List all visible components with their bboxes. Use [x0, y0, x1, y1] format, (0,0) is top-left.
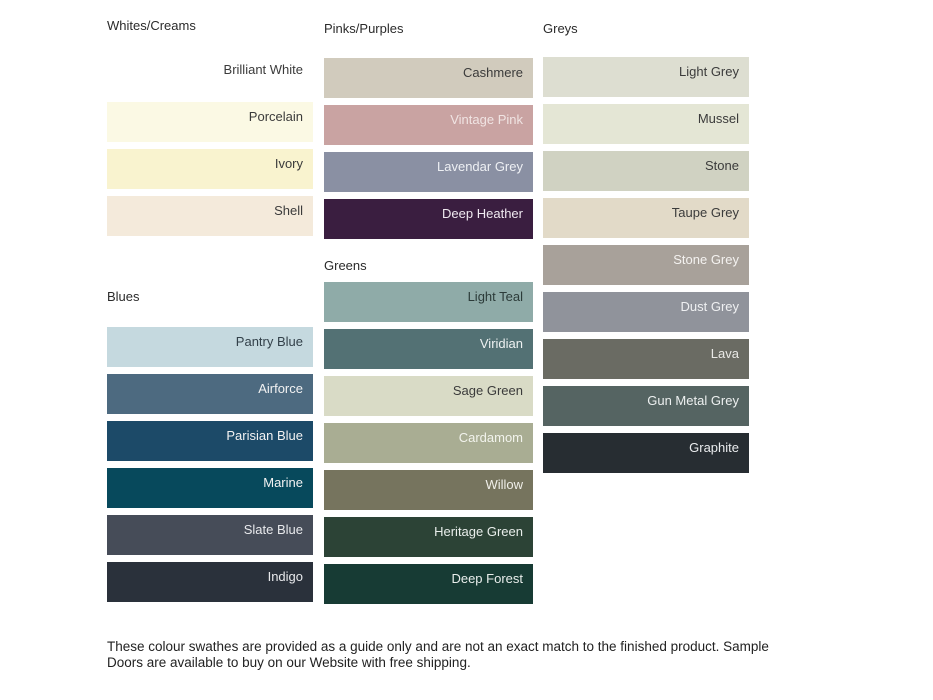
swatch-indigo: Indigo — [107, 562, 313, 602]
swatch-label: Parisian Blue — [226, 428, 303, 443]
swatch-lavendar-grey: Lavendar Grey — [324, 152, 533, 192]
swatch-light-teal: Light Teal — [324, 282, 533, 322]
swatch-label: Shell — [274, 203, 303, 218]
swatch-label: Stone — [705, 158, 739, 173]
swatch-label: Heritage Green — [434, 524, 523, 539]
swatch-label: Mussel — [697, 111, 739, 126]
swatch-label: Porcelain — [248, 109, 303, 124]
swatch-label: Stone Grey — [673, 252, 739, 267]
swatch-label: Willow — [485, 477, 523, 492]
swatch-label: Gun Metal Grey — [647, 393, 739, 408]
swatch-label: Lava — [710, 346, 739, 361]
swatch-cashmere: Cashmere — [324, 58, 533, 98]
swatch-shell: Shell — [107, 196, 313, 236]
swatch-label: Graphite — [689, 440, 739, 455]
swatch-gun-metal-grey: Gun Metal Grey — [543, 386, 749, 426]
swatch-graphite: Graphite — [543, 433, 749, 473]
column-whites-blues: Whites/Creams Brilliant White Porcelain Ivo… — [107, 0, 313, 700]
swatch-label: Marine — [263, 475, 303, 490]
swatch-label: Deep Heather — [442, 206, 523, 221]
swatch-taupe-grey: Taupe Grey — [543, 198, 749, 238]
swatch-dust-grey: Dust Grey — [543, 292, 749, 332]
swatch-light-grey: Light Grey — [543, 57, 749, 97]
group-title-whites-creams: Whites/Creams — [107, 18, 196, 33]
swatch-vintage-pink: Vintage Pink — [324, 105, 533, 145]
group-title-greens: Greens — [324, 258, 367, 273]
swatch-pantry-blue: Pantry Blue — [107, 327, 313, 367]
swatch-label: Airforce — [258, 381, 303, 396]
swatch-deep-heather: Deep Heather — [324, 199, 533, 239]
swatch-airforce: Airforce — [107, 374, 313, 414]
swatch-slate-blue: Slate Blue — [107, 515, 313, 555]
swatch-sage-green: Sage Green — [324, 376, 533, 416]
group-title-pinks-purples: Pinks/Purples — [324, 21, 404, 36]
swatch-label: Cardamom — [458, 430, 523, 445]
swatch-label: Taupe Grey — [671, 205, 739, 220]
swatch-ivory: Ivory — [107, 149, 313, 189]
swatch-label: Slate Blue — [243, 522, 303, 537]
swatch-label: Light Grey — [679, 64, 739, 79]
footer-note: These colour swathes are provided as a g… — [107, 639, 807, 670]
swatch-label: Cashmere — [463, 65, 523, 80]
swatch-label: Vintage Pink — [450, 112, 523, 127]
footer-line-2: Doors are available to buy on our Websit… — [107, 654, 471, 670]
footer-line-1: These colour swathes are provided as a g… — [107, 639, 769, 654]
group-title-blues: Blues — [107, 289, 140, 304]
swatch-label: Deep Forest — [451, 571, 523, 586]
swatch-label: Viridian — [479, 336, 523, 351]
swatch-lava: Lava — [543, 339, 749, 379]
swatch-label: Brilliant White — [223, 62, 303, 77]
swatch-label: Indigo — [267, 569, 303, 584]
swatch-label: Sage Green — [452, 383, 523, 398]
swatch-viridian: Viridian — [324, 329, 533, 369]
swatch-label: Dust Grey — [680, 299, 739, 314]
swatch-heritage-green: Heritage Green — [324, 517, 533, 557]
swatch-label: Pantry Blue — [235, 334, 303, 349]
swatch-stone: Stone — [543, 151, 749, 191]
swatch-stone-grey: Stone Grey — [543, 245, 749, 285]
swatch-marine: Marine — [107, 468, 313, 508]
column-greys: Greys Light Grey Mussel Stone Taupe Grey Ston… — [543, 0, 749, 700]
swatch-cardamom: Cardamom — [324, 423, 533, 463]
swatch-label: Lavendar Grey — [437, 159, 523, 174]
column-pinks-greens: Pinks/Purples Cashmere Vintage Pink Lavenda… — [324, 0, 533, 700]
swatch-parisian-blue: Parisian Blue — [107, 421, 313, 461]
group-title-greys: Greys — [543, 21, 578, 36]
swatch-willow: Willow — [324, 470, 533, 510]
swatch-label: Ivory — [274, 156, 303, 171]
swatch-mussel: Mussel — [543, 104, 749, 144]
swatch-brilliant-white: Brilliant White — [107, 55, 313, 95]
swatch-label: Light Teal — [467, 289, 523, 304]
swatch-porcelain: Porcelain — [107, 102, 313, 142]
swatch-deep-forest: Deep Forest — [324, 564, 533, 604]
